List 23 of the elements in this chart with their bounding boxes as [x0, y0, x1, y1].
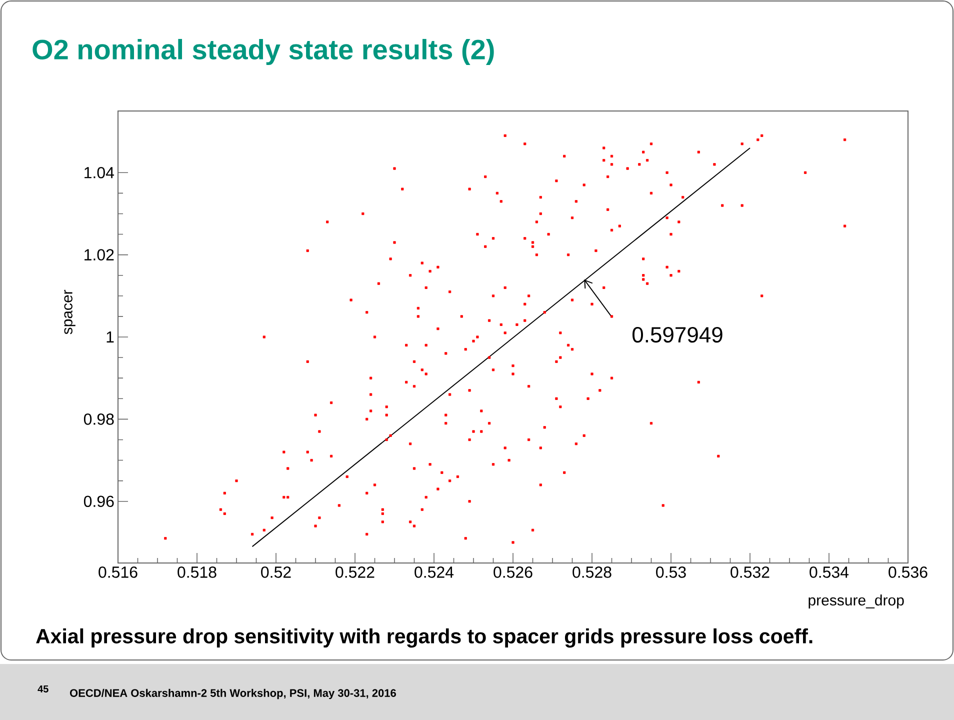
y-tick-label: 0.98 [84, 414, 114, 425]
x-tick-label: 0.522 [336, 566, 374, 578]
x-tick-label: 0.516 [98, 566, 138, 578]
x-tick-label: 0.532 [730, 566, 770, 578]
y-tick-label: 1.02 [84, 249, 114, 260]
chart-title: O2 nominal steady state results (2) [32, 38, 494, 66]
y-axis-title: spacer [64, 290, 76, 334]
x-axis-title: pressure_drop [808, 594, 904, 608]
y-tick-label: 1.04 [84, 166, 114, 178]
x-tick-label: 0.53 [656, 566, 686, 578]
x-tick-label: 0.518 [178, 566, 216, 578]
x-tick-label: 0.536 [888, 566, 928, 578]
x-tick-label: 0.528 [572, 566, 612, 578]
x-tick-label: 0.526 [494, 566, 532, 578]
x-tick-label: 0.534 [810, 566, 849, 578]
x-tick-label: 0.524 [414, 566, 454, 578]
text: Axial pressure drop sensitivity with regards to spacer grids pressure loss coeff. [36, 628, 812, 648]
y-tick-label: 1 [106, 331, 114, 342]
text: OECD/NEA Oskarshamn-2 5th Workshop, PSI, May 30-31, 2016 [70, 688, 396, 700]
annotation: 0.597949 [632, 326, 722, 343]
x-tick-label: 0.52 [261, 566, 291, 578]
y-tick-label: 0.96 [84, 496, 114, 508]
text: 45 [38, 685, 48, 692]
